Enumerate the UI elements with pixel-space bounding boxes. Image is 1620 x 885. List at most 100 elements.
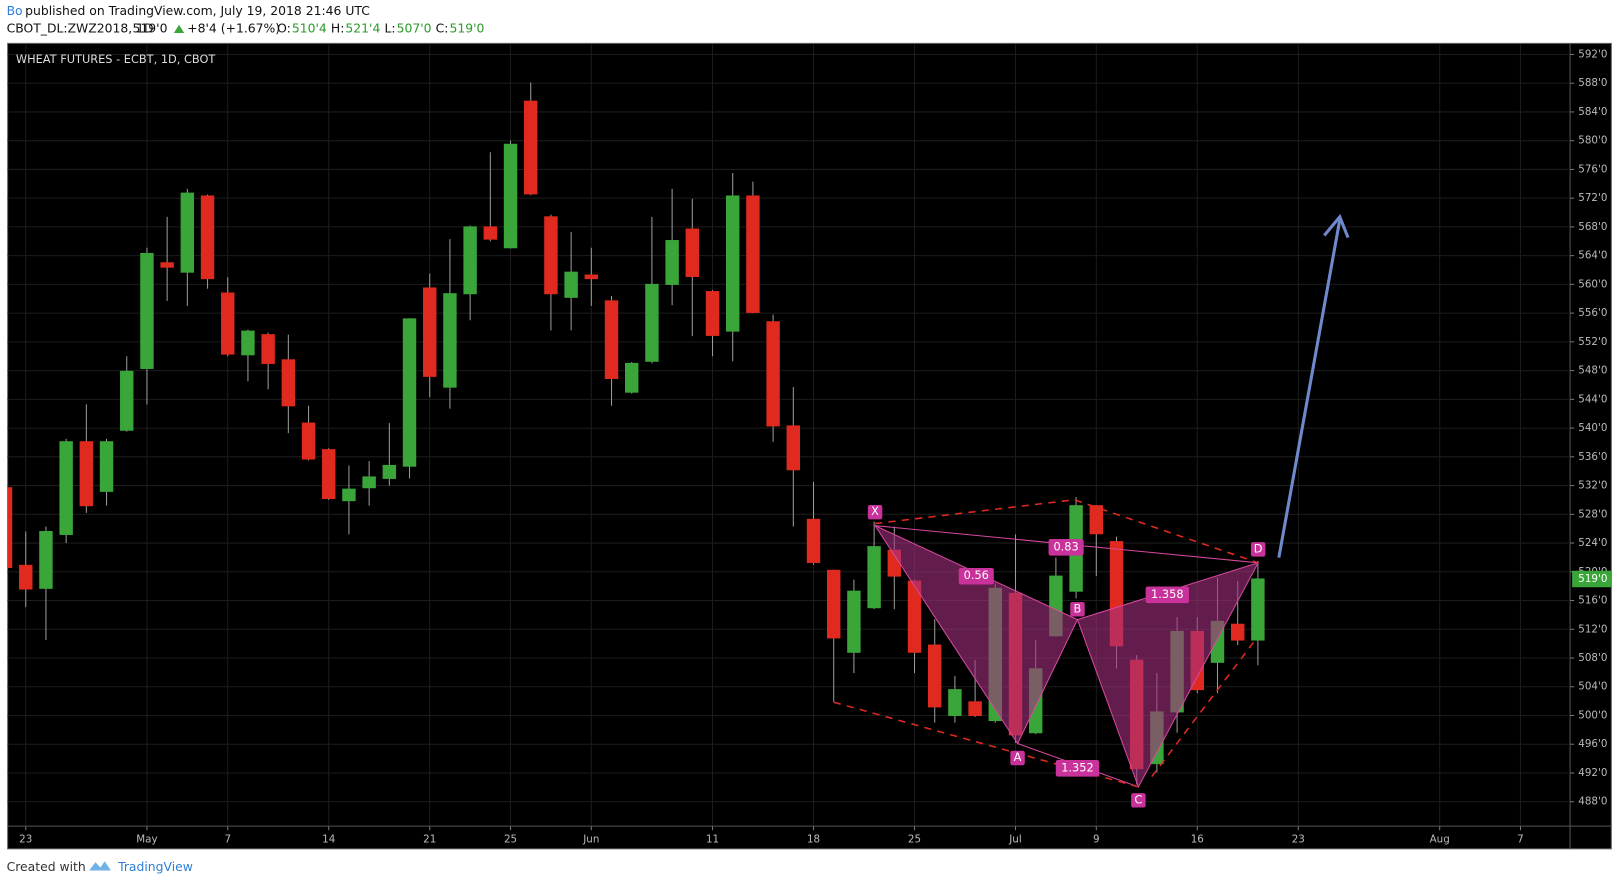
last-price-label: 519'0 [1578, 573, 1607, 585]
x-tick-label: 25 [504, 834, 517, 846]
y-tick-label: 564'0 [1578, 250, 1607, 262]
y-tick-label: 560'0 [1578, 278, 1607, 290]
candle-body [301, 422, 316, 460]
y-tick-label: 580'0 [1578, 135, 1607, 147]
ratio-label: 0.83 [1053, 539, 1078, 553]
y-tick-label: 548'0 [1578, 365, 1607, 377]
harmonic-pattern: X A B C D 0.56 0.83 1.352 1.358 [833, 499, 1266, 808]
ohlc-value: 519'0 [449, 20, 484, 35]
y-tick-label: 588'0 [1578, 77, 1607, 89]
candle-body [584, 274, 599, 280]
y-tick-label: 552'0 [1578, 336, 1607, 348]
point-box [867, 504, 883, 520]
candle-body [443, 293, 457, 388]
candle-body [200, 195, 215, 280]
y-tick-label: 592'0 [1578, 48, 1607, 60]
candle-body [645, 283, 659, 362]
y-tick-label: 556'0 [1578, 307, 1607, 319]
candle-body [544, 216, 558, 295]
axes: 488'0 492'0 496'0 500'0 504'0 508'0 512'0 516'0… [19, 48, 1612, 846]
x-tick-label: Jun [582, 834, 599, 846]
candle-body [483, 226, 498, 240]
y-tick-label: 492'0 [1578, 767, 1607, 779]
candle-body [726, 195, 740, 332]
footer-text: Created with [7, 859, 86, 874]
y-tick-label: 516'0 [1578, 595, 1607, 607]
author[interactable]: Bo [7, 3, 23, 18]
published-info: published on TradingView.com, July 19, 2… [25, 3, 370, 18]
x-tick-label: 9 [1093, 834, 1100, 846]
x-tick-label: 21 [423, 834, 436, 846]
x-tick-label: Jul [1008, 834, 1021, 846]
point-box [1010, 750, 1025, 766]
ohlc-label: O: [277, 20, 291, 35]
arrow-head [1323, 213, 1350, 239]
candle-body [423, 287, 437, 377]
y-tick-label: 496'0 [1578, 738, 1607, 750]
y-tick-label: 488'0 [1578, 796, 1607, 808]
candle-body [281, 359, 296, 407]
candle-body [927, 644, 942, 708]
candle-body [826, 569, 841, 639]
y-tick-label: 540'0 [1578, 422, 1607, 434]
ohlc-label: L: [384, 20, 395, 35]
ratio-label: 1.352 [1061, 760, 1093, 774]
candle-body [564, 271, 578, 298]
ratio-label: 1.358 [1151, 587, 1183, 601]
x-tick-label: 23 [1292, 834, 1305, 846]
x-tick-label: 18 [807, 834, 820, 846]
y-tick-label: 524'0 [1578, 537, 1607, 549]
candle-body [79, 441, 94, 507]
arrow-shaft [1277, 219, 1342, 558]
y-tick-label: 584'0 [1578, 106, 1607, 118]
y-tick-label: 508'0 [1578, 652, 1607, 664]
candle-body [160, 262, 174, 268]
candle-body [99, 441, 114, 492]
candle-body [1089, 505, 1104, 535]
candle-body [180, 192, 195, 273]
candle-body [7, 487, 13, 568]
candle-body [241, 330, 255, 356]
y-tick-label: 504'0 [1578, 681, 1607, 693]
y-tick-label: 536'0 [1578, 451, 1607, 463]
candle-body [847, 590, 861, 653]
candle-body [806, 518, 821, 563]
y-tick-label: 544'0 [1578, 393, 1607, 405]
point-label: A [1014, 750, 1022, 764]
candle-body [261, 334, 275, 364]
candle-body [766, 321, 780, 427]
x-tick-label: 16 [1191, 834, 1204, 846]
point-label: D [1254, 541, 1263, 555]
candle-body [524, 100, 538, 195]
point-label: B [1074, 601, 1082, 615]
ohlc-label: C: [436, 20, 449, 35]
y-tick-label: 532'0 [1578, 480, 1607, 492]
candle-body [120, 370, 134, 431]
candle-body [746, 195, 760, 313]
candle-body [342, 488, 356, 502]
price-change: +8'4 (+1.67%) [187, 20, 280, 35]
x-tick-label: Aug [1430, 834, 1450, 846]
candle-body [19, 564, 33, 590]
candle-body [59, 441, 73, 535]
candle-body [221, 292, 235, 355]
ohlc-value: 510'4 [292, 20, 327, 35]
projection-arrow [1277, 213, 1350, 558]
channel-right [1151, 639, 1256, 778]
candle-body [39, 531, 53, 589]
ohlc-value: 507'0 [397, 20, 432, 35]
y-tick-label: 576'0 [1578, 163, 1607, 175]
y-tick-label: 512'0 [1578, 623, 1607, 635]
x-tick-label: 7 [1517, 834, 1524, 846]
last-price: 519'0 [133, 20, 168, 35]
candle-body [867, 546, 881, 609]
candle-body [463, 226, 477, 295]
brand-logo[interactable] [89, 861, 111, 871]
point-label: C [1134, 792, 1142, 806]
y-tick-label: 568'0 [1578, 221, 1607, 233]
y-tick-label: 528'0 [1578, 508, 1607, 520]
brand-link[interactable]: TradingView [117, 859, 193, 874]
candle-body [322, 449, 336, 500]
candle-body [362, 476, 376, 489]
